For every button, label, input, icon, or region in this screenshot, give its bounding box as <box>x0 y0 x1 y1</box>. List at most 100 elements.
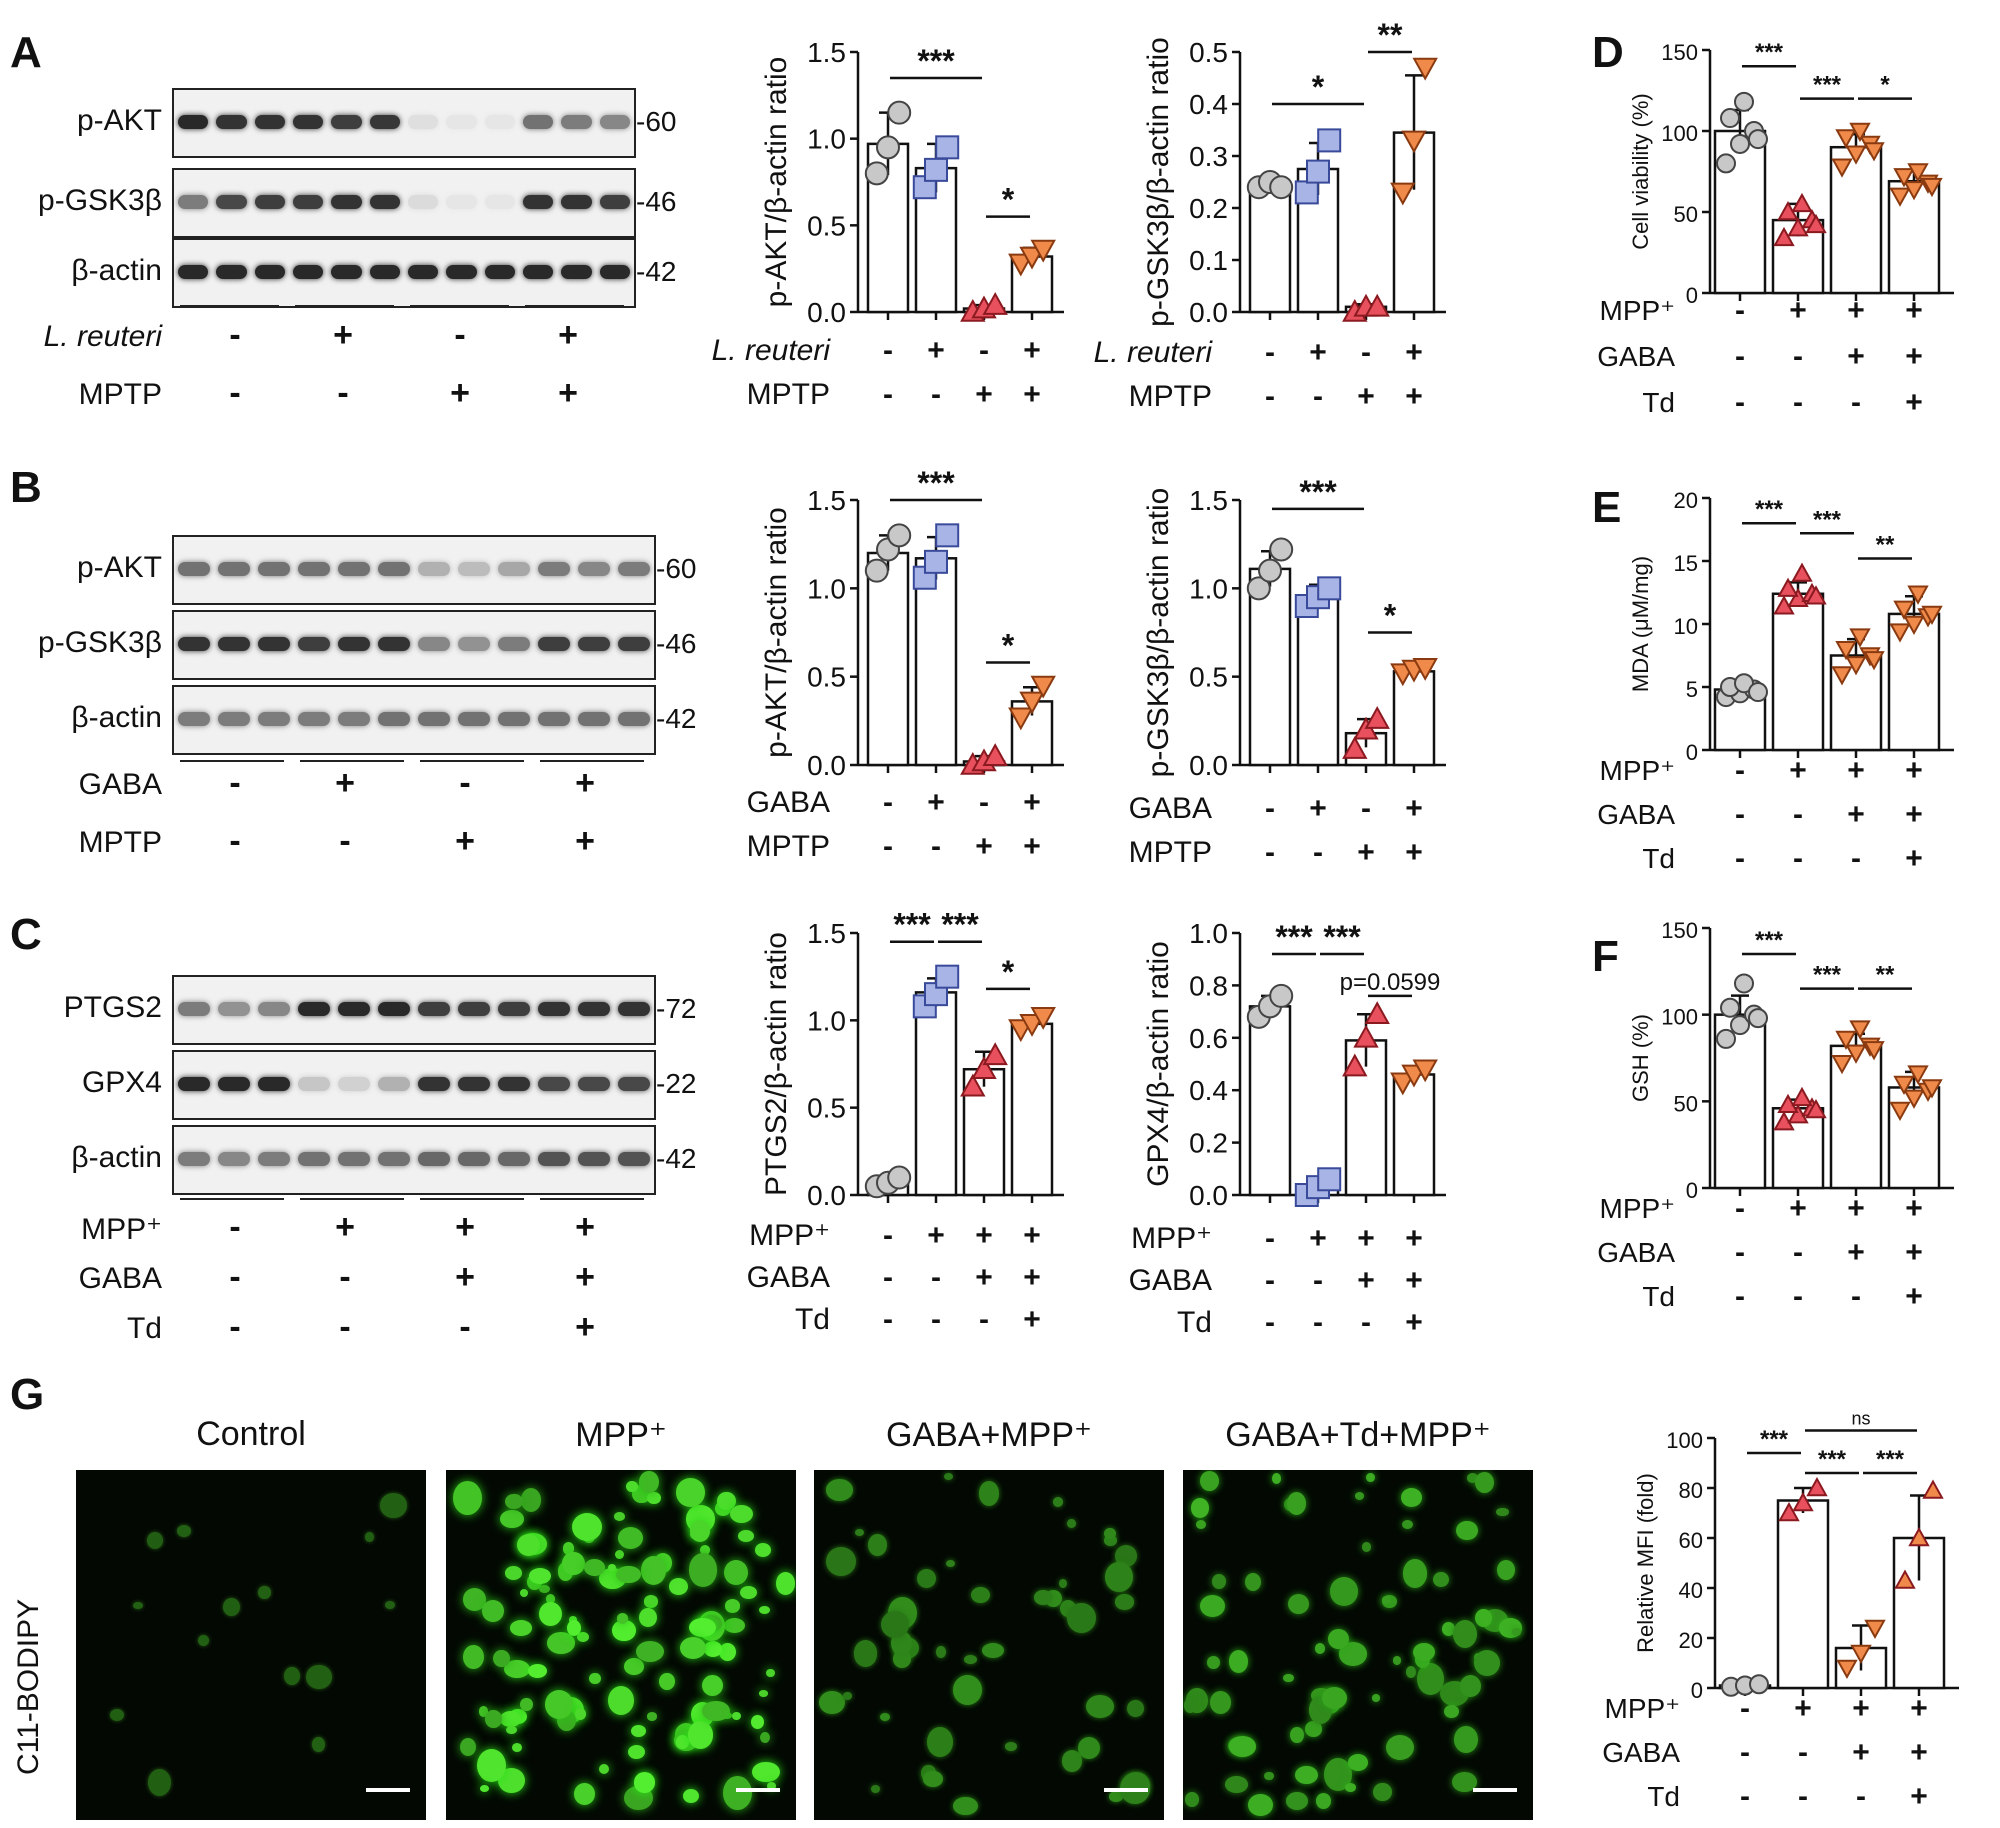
blot-band <box>218 712 250 726</box>
y-tick-label: 0.4 <box>1189 1075 1228 1106</box>
data-point <box>1921 177 1943 198</box>
significance-label: * <box>1880 72 1890 99</box>
fluorescent-cell <box>1452 1771 1478 1793</box>
fluorescent-cell <box>482 1600 504 1623</box>
microscopy-title: GABA+MPP⁺ <box>886 1416 1092 1454</box>
data-point <box>1889 623 1911 643</box>
condition-label: GABA <box>1129 792 1212 825</box>
blot-band <box>578 562 610 576</box>
condition-sign: - <box>1793 1236 1803 1269</box>
blot-condition-sign: + <box>575 822 595 860</box>
condition-sign: + <box>927 334 945 367</box>
fluorescent-cell <box>258 1586 271 1599</box>
blot-band <box>523 265 554 279</box>
fluorescent-cell <box>751 1715 765 1730</box>
significance-label: *** <box>1275 919 1313 955</box>
fluorescent-cell <box>679 1636 706 1659</box>
data-point <box>1893 600 1915 620</box>
data-point <box>1730 133 1750 154</box>
fluorescent-cell <box>1373 1783 1392 1802</box>
condition-sign: - <box>1740 1692 1750 1725</box>
panel-letter-e: E <box>1592 483 1622 532</box>
bar <box>1776 1499 1830 1690</box>
y-axis-label: MDA (μM/mg) <box>1628 556 1653 692</box>
data-point <box>935 135 960 160</box>
data-point <box>1777 577 1799 597</box>
fluorescent-cell <box>701 1700 730 1722</box>
data-point <box>1364 706 1390 729</box>
fluorescent-cell <box>944 1473 954 1481</box>
fluorescent-cell <box>306 1664 332 1690</box>
blot-group-underline <box>180 305 279 307</box>
fluorescent-cell <box>643 1595 659 1608</box>
significance-label: *** <box>1755 496 1784 523</box>
panel-letter-a: A <box>10 28 42 77</box>
blot-group-underline <box>420 1198 524 1200</box>
condition-sign: + <box>975 1219 993 1252</box>
fluorescent-cell <box>843 1692 853 1700</box>
y-tick-label: 1.0 <box>1189 573 1228 604</box>
blot-band <box>418 712 450 726</box>
blot-band <box>458 1002 490 1016</box>
blot-band <box>369 265 400 279</box>
data-point <box>1748 129 1768 150</box>
condition-sign: + <box>1357 380 1375 413</box>
significance-label: *** <box>1760 1426 1789 1453</box>
fluorescent-cell <box>1344 1783 1357 1793</box>
condition-sign: + <box>1405 792 1423 825</box>
blot-band <box>538 1002 570 1016</box>
data-point <box>887 100 912 125</box>
condition-sign: - <box>1735 1192 1745 1225</box>
fluorescent-cell <box>147 1769 171 1797</box>
blot-band <box>458 637 490 651</box>
fluorescent-cell <box>1272 1473 1282 1484</box>
y-tick-label: 100 <box>1661 121 1698 146</box>
fluorescent-cell <box>1475 1609 1493 1628</box>
blot-group-underline <box>300 760 404 762</box>
condition-sign: - <box>1265 336 1275 369</box>
fluorescent-cell <box>1381 1595 1391 1605</box>
condition-sign: - <box>931 378 941 411</box>
condition-sign: + <box>1905 1280 1923 1313</box>
data-point <box>935 964 960 989</box>
blot-band <box>484 115 515 129</box>
fluorescent-cell <box>1453 1725 1478 1753</box>
condition-label: MPP⁺ <box>1605 1693 1680 1724</box>
blot-band <box>418 1152 450 1166</box>
condition-label: Td <box>1642 1281 1675 1312</box>
fluorescent-cell <box>478 1706 489 1717</box>
fluorescent-cell <box>982 1642 1004 1658</box>
blot-condition-sign: - <box>339 1308 351 1346</box>
fluorescent-cell <box>1511 1627 1521 1636</box>
data-point <box>1246 576 1271 601</box>
data-point <box>1791 1086 1813 1107</box>
fluorescent-cell <box>1316 1793 1332 1809</box>
fluorescent-cell <box>639 1470 659 1494</box>
fluorescent-cell <box>538 1601 563 1627</box>
significance-label: *** <box>1818 1446 1847 1473</box>
fluorescent-cell <box>504 1659 531 1679</box>
blot-band <box>178 1152 210 1166</box>
panel-letter-g: G <box>10 1370 45 1419</box>
fluorescent-cell <box>598 1764 609 1775</box>
condition-sign: + <box>1405 336 1423 369</box>
blot-b-mw-marker: -60 <box>656 553 697 584</box>
fluorescent-cell <box>1229 1650 1249 1673</box>
condition-label: Td <box>1647 1781 1680 1812</box>
y-axis-label: PTGS2/β-actin ratio <box>760 932 793 1196</box>
fluorescent-cell <box>1287 1594 1310 1615</box>
data-point <box>1269 537 1294 562</box>
fluorescent-cell <box>1416 1663 1444 1696</box>
fluorescent-cell <box>1058 1578 1068 1589</box>
data-point <box>1922 1479 1944 1499</box>
blot-condition-sign: + <box>335 764 355 802</box>
condition-sign: - <box>1265 380 1275 413</box>
condition-sign: + <box>1405 380 1423 413</box>
blot-band <box>338 562 370 576</box>
scale-bar <box>1473 1788 1517 1792</box>
microscopy-image <box>76 1470 426 1820</box>
fluorescent-cell <box>1321 1687 1347 1710</box>
fluorescent-cell <box>759 1731 770 1743</box>
blot-band <box>618 637 650 651</box>
data-point <box>864 558 889 583</box>
